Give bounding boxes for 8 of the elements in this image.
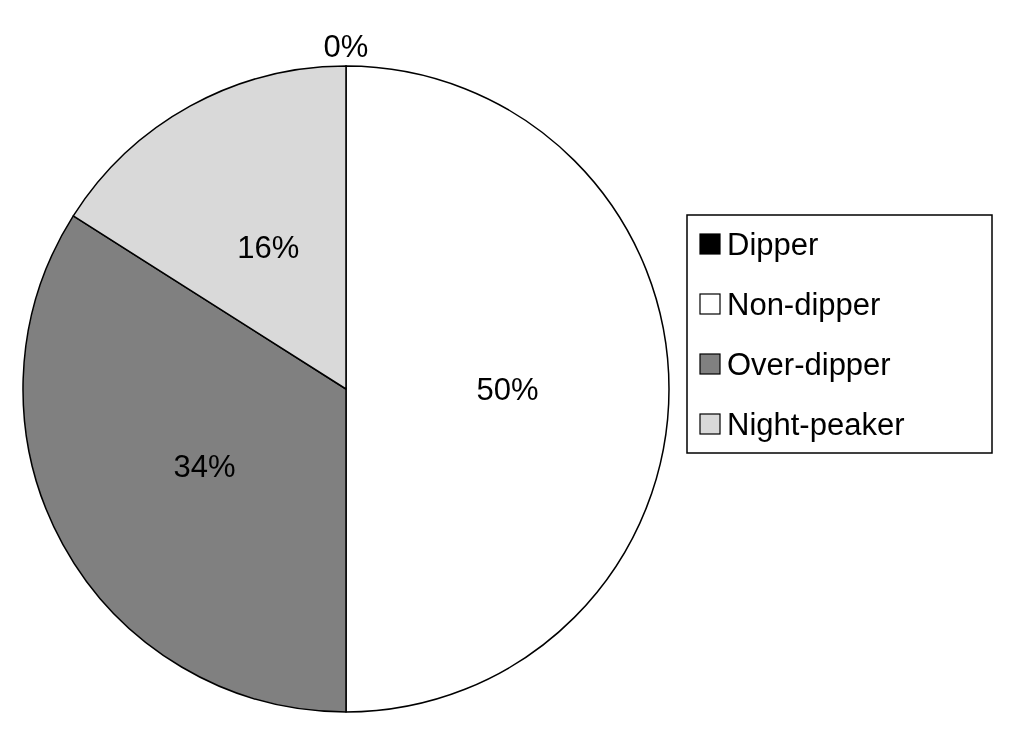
data-label: 34% xyxy=(173,449,236,485)
text: 0% xyxy=(323,28,369,64)
data-label: 50% xyxy=(476,371,539,407)
legend-label: Dipper xyxy=(727,226,819,262)
legend-label: Night-peaker xyxy=(727,406,905,442)
data-label: 16% xyxy=(237,229,300,265)
legend-label: Non-dipper xyxy=(727,286,881,322)
legend-label: Over-dipper xyxy=(727,346,891,382)
